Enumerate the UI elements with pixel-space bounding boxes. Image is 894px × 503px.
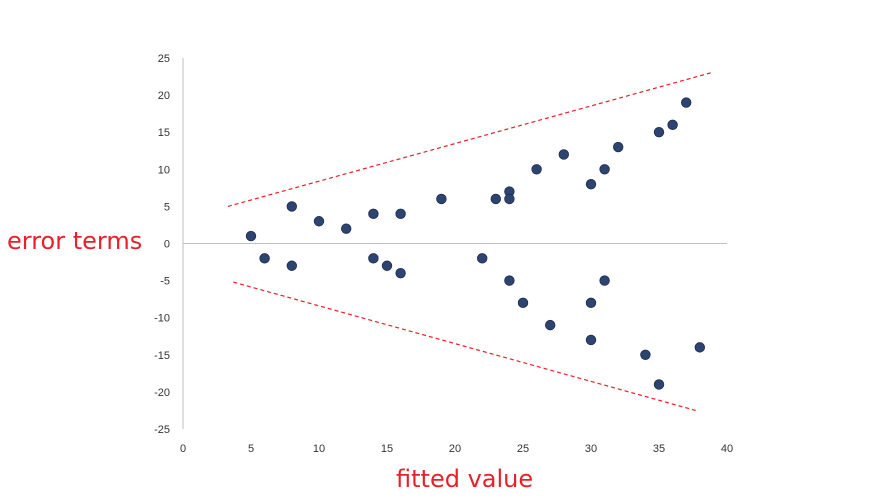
data-point (694, 342, 706, 353)
data-points (245, 97, 706, 390)
data-point (490, 193, 502, 205)
data-point (504, 275, 515, 286)
data-point (477, 253, 488, 264)
y-tick-label: 15 (158, 127, 170, 139)
y-tick-label: -10 (154, 313, 170, 325)
data-point (653, 379, 665, 390)
data-point (558, 149, 570, 160)
data-point (545, 319, 556, 331)
data-point (395, 208, 406, 220)
y-tick-label: 20 (158, 90, 170, 102)
data-point (517, 297, 529, 309)
x-tick-label: 25 (517, 443, 529, 455)
x-tick-label: 5 (248, 443, 254, 455)
data-point (286, 260, 298, 271)
guide-lines (227, 72, 711, 412)
x-tick-label: 35 (653, 443, 665, 455)
data-point (436, 193, 447, 205)
x-tick-label: 15 (381, 443, 393, 455)
data-point (341, 223, 352, 234)
data-point (313, 216, 325, 227)
data-point (585, 178, 597, 190)
x-tick-label: 10 (313, 443, 325, 455)
upper-guide-line (227, 72, 711, 207)
axes: 0 5 10 15 20 25 30 35 40 25 20 15 10 5 0 -5 -10 -15 -20 -25 (154, 53, 733, 455)
data-point (681, 97, 692, 108)
x-tick-label: 20 (449, 443, 461, 455)
x-tick-label: 0 (180, 443, 186, 455)
data-point (368, 253, 379, 264)
data-point (395, 267, 406, 279)
data-point (599, 275, 610, 286)
y-tick-label: 0 (164, 239, 170, 251)
data-point (613, 141, 624, 153)
y-tick-label: 25 (158, 53, 170, 65)
y-tick-label: -5 (160, 276, 170, 288)
data-point (531, 164, 542, 175)
y-tick-label: 5 (164, 201, 170, 213)
data-point (259, 253, 270, 264)
x-tick-label: 30 (585, 443, 597, 455)
data-point (245, 230, 257, 242)
x-axis-title: fitted value (396, 465, 534, 493)
data-point (599, 164, 610, 175)
data-point (653, 126, 665, 138)
data-point (504, 193, 515, 205)
data-point (381, 260, 393, 271)
data-point (585, 297, 597, 309)
data-point (585, 334, 597, 346)
x-tick-label: 40 (721, 443, 733, 455)
data-point (286, 201, 298, 212)
lower-guide-line (233, 281, 696, 412)
y-tick-label: -15 (154, 350, 170, 362)
y-tick-label: 10 (158, 164, 170, 176)
y-tick-label: -25 (154, 424, 170, 436)
y-axis-title: error terms (7, 227, 143, 255)
data-point (667, 119, 678, 130)
data-point (640, 349, 651, 361)
y-tick-label: -20 (154, 387, 170, 399)
data-point (368, 208, 379, 220)
